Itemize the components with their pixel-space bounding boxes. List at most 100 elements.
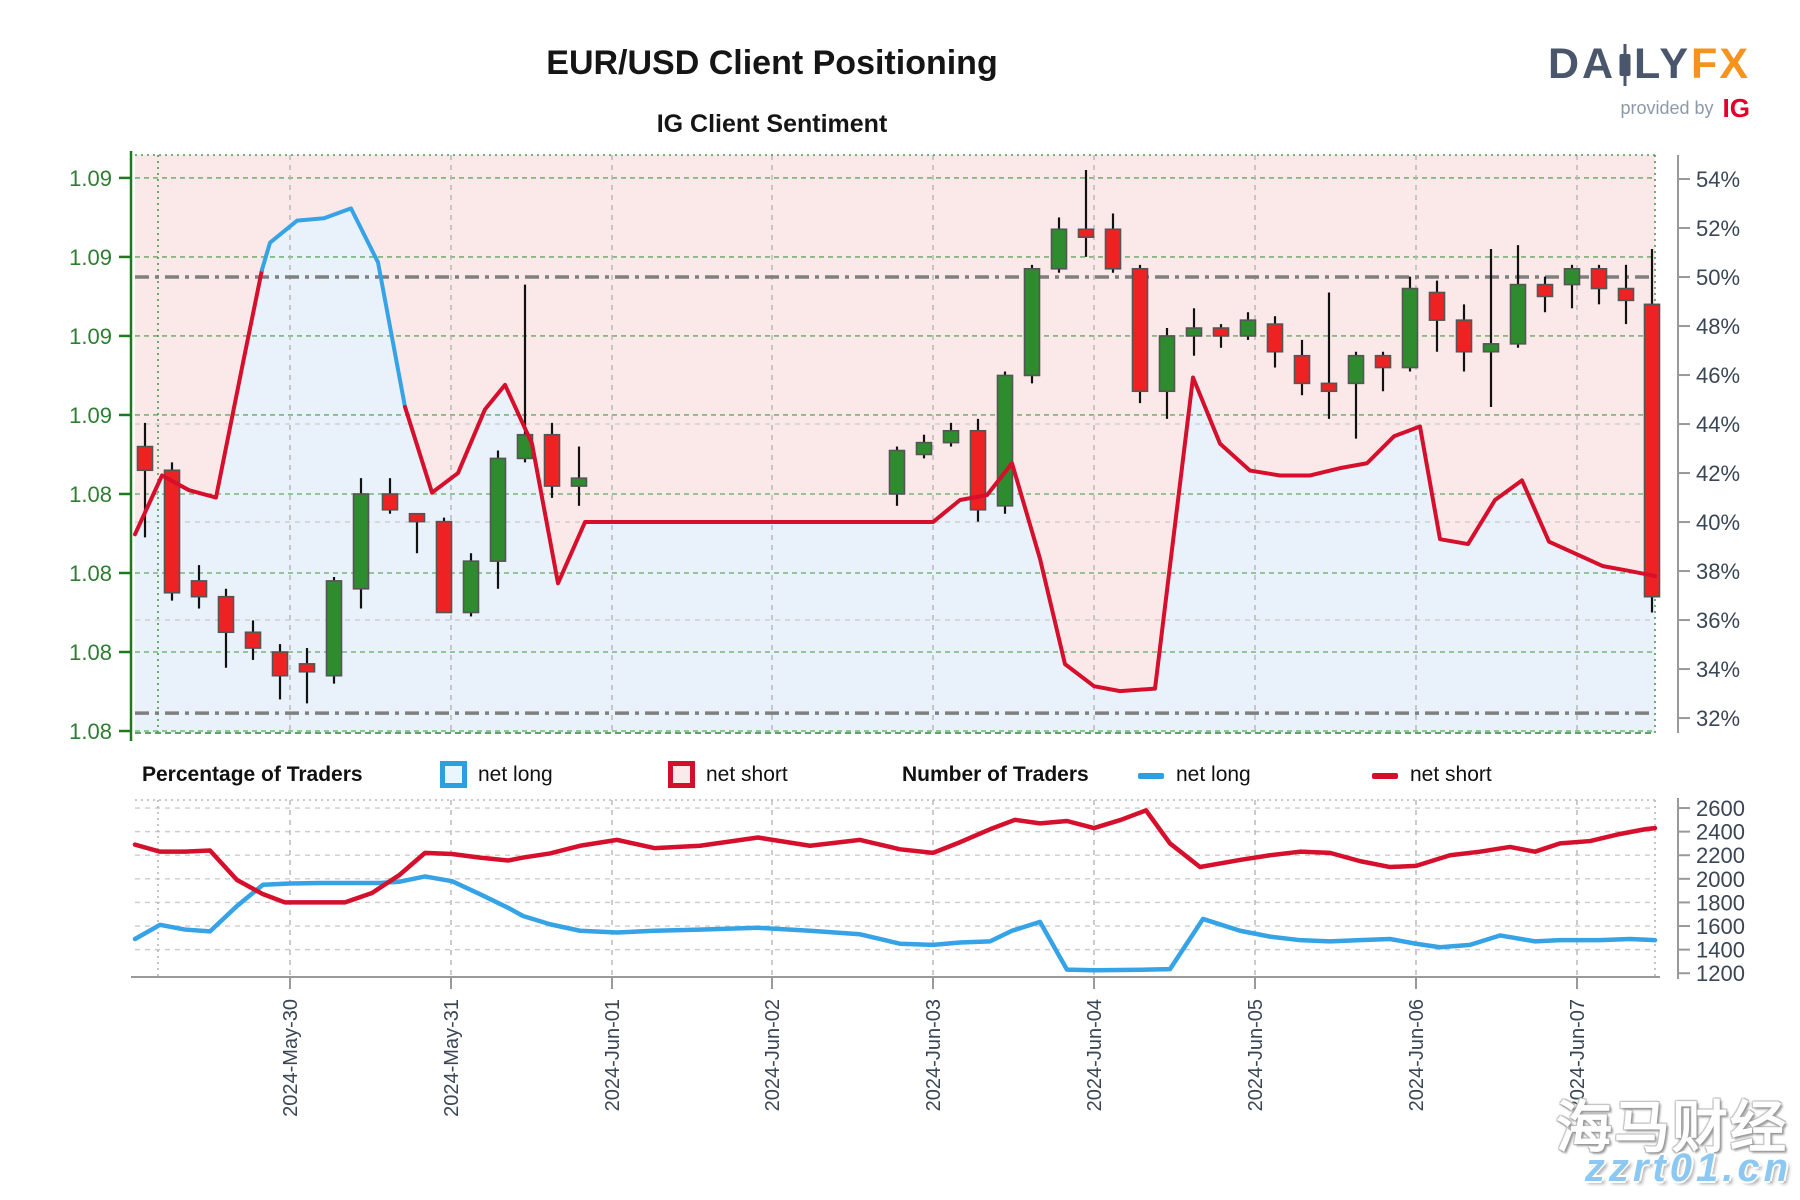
legend-net-short-line-swatch xyxy=(1372,773,1398,779)
logo-text-ly: LY xyxy=(1634,40,1692,88)
count-axis-label: 1600 xyxy=(1696,914,1745,939)
percent-axis-label: 38% xyxy=(1696,559,1740,584)
candle-bearish xyxy=(1104,228,1122,270)
traders-line-red xyxy=(132,808,1658,905)
date-label: 2024-May-30 xyxy=(280,999,302,1117)
chart-subtitle: IG Client Sentiment xyxy=(656,110,888,138)
traders-line-blue xyxy=(132,874,1658,973)
count-axis-label: 1400 xyxy=(1696,938,1745,963)
candle-bearish xyxy=(1293,354,1311,385)
candle-bullish xyxy=(1347,354,1365,385)
candlestick-series xyxy=(136,170,1661,704)
candle-bearish xyxy=(163,469,181,594)
watermark-text: 海马财经 xyxy=(1556,1096,1788,1159)
candle-bearish xyxy=(381,493,399,511)
count-axis-label: 2400 xyxy=(1696,820,1745,845)
candle-bearish xyxy=(1428,291,1446,321)
ig-logo: IG xyxy=(1722,93,1750,123)
legend-percentage-heading: Percentage of Traders xyxy=(142,763,363,786)
logo-candlestick-icon xyxy=(1618,43,1632,86)
candle-bearish xyxy=(136,445,154,472)
legend-net-short-swatch xyxy=(668,761,695,788)
legend-net-short-label: net short xyxy=(706,763,788,786)
price-axis-label: 1.08 xyxy=(69,719,112,744)
price-axis-label: 1.09 xyxy=(69,166,112,191)
candle-bearish xyxy=(298,663,316,673)
candle-bearish xyxy=(1643,303,1661,598)
candle-bullish xyxy=(942,429,960,444)
count-axis-label: 2200 xyxy=(1696,843,1745,868)
percent-axis-label: 48% xyxy=(1696,314,1740,339)
legend-net-long-swatch xyxy=(440,761,467,788)
legend-net-long-label: net long xyxy=(478,763,553,786)
date-label: 2024-May-31 xyxy=(441,999,463,1117)
page-title: EUR/USD Client Positioning xyxy=(546,44,998,82)
legend-number-heading: Number of Traders xyxy=(902,763,1089,786)
candle-bullish xyxy=(352,493,370,590)
candle-bearish xyxy=(190,580,208,598)
count-axis-label: 2000 xyxy=(1696,867,1745,892)
count-axis-label: 1200 xyxy=(1696,961,1745,986)
candle-bullish xyxy=(1158,335,1176,393)
dailyfx-logo: DA LY FX provided by IG xyxy=(1548,40,1750,124)
percent-axis-label: 44% xyxy=(1696,412,1740,437)
candle-bullish xyxy=(489,457,507,562)
legend-net-short-line-label: net short xyxy=(1410,763,1492,786)
candle-bullish xyxy=(915,441,933,456)
percent-axis-label: 50% xyxy=(1696,265,1740,290)
candle-bearish xyxy=(1536,283,1554,298)
candle-bullish xyxy=(1050,228,1068,270)
date-label: 2024-Jun-04 xyxy=(1084,999,1106,1111)
candle-bearish xyxy=(969,429,987,511)
candle-bullish xyxy=(996,374,1014,507)
percent-axis-label: 36% xyxy=(1696,608,1740,633)
candle-bearish xyxy=(217,595,235,634)
candle-bearish xyxy=(408,512,426,523)
candle-bearish xyxy=(1590,267,1608,290)
date-label: 2024-Jun-06 xyxy=(1406,999,1428,1111)
legend-net-long-line-swatch xyxy=(1138,773,1164,779)
percent-axis-label: 34% xyxy=(1696,657,1740,682)
price-axis-label: 1.08 xyxy=(69,482,112,507)
percent-axis-label: 40% xyxy=(1696,510,1740,535)
logo-text-da: DA xyxy=(1547,40,1617,88)
candle-bullish xyxy=(1185,327,1203,337)
date-label: 2024-Jun-02 xyxy=(762,999,784,1111)
candle-bullish xyxy=(1401,287,1419,369)
percent-axis-label: 32% xyxy=(1696,706,1740,731)
date-label: 2024-Jun-03 xyxy=(923,999,945,1111)
candle-bearish xyxy=(244,631,262,649)
candle-bearish xyxy=(435,520,453,614)
watermark-url: zzrt01.cn xyxy=(1584,1146,1792,1190)
percent-axis-label: 42% xyxy=(1696,461,1740,486)
candle-bearish xyxy=(1374,354,1392,369)
candle-bullish xyxy=(1563,267,1581,286)
candle-bullish xyxy=(462,560,480,614)
legend-net-long-line-label: net long xyxy=(1176,763,1251,786)
percent-axis-label: 54% xyxy=(1696,167,1740,192)
main-chart-axes: 1.09 1.09 1.09 1.09 1.08 1.08 1.08 1.08 54% 52% 50… xyxy=(69,151,1740,744)
date-axis: 2024-May-30 2024-May-31 2024-Jun-01 2024-Ju… xyxy=(280,977,1589,1117)
candle-bearish xyxy=(1617,287,1635,302)
sentiment-threshold-lines xyxy=(135,275,1655,715)
candle-bullish xyxy=(1509,283,1527,345)
count-axis-label: 1800 xyxy=(1696,890,1745,915)
count-axis-label: 2600 xyxy=(1696,796,1745,821)
price-axis-label: 1.09 xyxy=(69,324,112,349)
candle-bearish xyxy=(1266,323,1284,353)
candle-bullish xyxy=(325,580,343,677)
candle-bearish xyxy=(1455,319,1473,353)
candle-bearish xyxy=(271,651,289,677)
candle-bullish xyxy=(570,477,588,487)
candle-bearish xyxy=(1320,382,1338,393)
dailyfx-wordmark: DA LY FX xyxy=(1548,40,1750,89)
candle-bearish xyxy=(1077,228,1095,238)
price-axis-label: 1.09 xyxy=(69,403,112,428)
candle-bullish xyxy=(888,449,906,495)
date-label: 2024-Jun-01 xyxy=(602,999,624,1111)
sentiment-area-fills xyxy=(135,155,1655,733)
price-axis-label: 1.08 xyxy=(69,561,112,586)
candle-bullish xyxy=(1023,267,1041,377)
